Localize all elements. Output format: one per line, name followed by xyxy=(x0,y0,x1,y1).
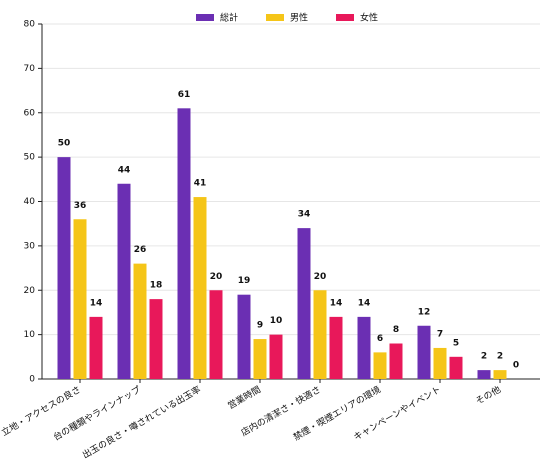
value-label: 0 xyxy=(513,361,519,371)
value-label: 26 xyxy=(134,245,147,255)
bar xyxy=(417,325,431,379)
bar xyxy=(357,316,371,379)
value-label: 8 xyxy=(393,325,399,335)
bar xyxy=(73,219,87,379)
value-label: 61 xyxy=(178,90,191,100)
bar xyxy=(389,343,403,379)
bar xyxy=(313,290,327,379)
y-tick-label: 10 xyxy=(24,330,36,340)
bar xyxy=(433,347,447,379)
legend-swatch xyxy=(196,14,214,21)
value-label: 9 xyxy=(257,321,263,331)
bar xyxy=(297,228,311,379)
bar xyxy=(269,334,283,379)
value-label: 2 xyxy=(481,352,487,362)
value-label: 7 xyxy=(437,329,443,339)
bar xyxy=(117,183,131,379)
value-label: 50 xyxy=(58,139,71,149)
bar xyxy=(237,294,251,379)
bar xyxy=(373,352,387,379)
x-tick-label: その他 xyxy=(473,383,502,407)
y-tick-label: 50 xyxy=(24,153,36,163)
y-tick-label: 70 xyxy=(24,64,36,74)
bar xyxy=(477,370,491,379)
y-tick-label: 20 xyxy=(24,286,36,296)
bar xyxy=(57,157,71,379)
legend-swatch xyxy=(266,14,284,21)
bar xyxy=(449,356,463,379)
legend-label: 総計 xyxy=(220,12,238,24)
bar xyxy=(493,370,507,379)
value-label: 5 xyxy=(453,338,459,348)
bar xyxy=(209,290,223,379)
legend-label: 女性 xyxy=(360,12,378,24)
value-label: 14 xyxy=(330,298,343,308)
value-label: 18 xyxy=(150,281,163,291)
bar xyxy=(193,197,207,379)
value-label: 12 xyxy=(418,307,431,317)
y-tick-label: 30 xyxy=(24,241,36,251)
value-label: 36 xyxy=(74,201,87,211)
legend-label: 男性 xyxy=(290,12,308,24)
bar xyxy=(89,316,103,379)
value-label: 34 xyxy=(298,210,311,220)
y-tick-label: 0 xyxy=(29,375,35,385)
legend-swatch xyxy=(336,14,354,21)
value-label: 44 xyxy=(118,165,131,175)
bar xyxy=(149,299,163,379)
value-label: 14 xyxy=(90,298,103,308)
bar xyxy=(329,316,343,379)
value-label: 2 xyxy=(497,352,503,362)
x-tick-label: 営業時間 xyxy=(226,383,263,411)
y-tick-label: 60 xyxy=(24,108,36,118)
bar xyxy=(177,108,191,379)
value-label: 19 xyxy=(238,276,251,286)
y-tick-label: 40 xyxy=(24,197,36,207)
value-label: 10 xyxy=(270,316,283,326)
y-tick-label: 80 xyxy=(24,20,36,30)
value-label: 6 xyxy=(377,334,383,344)
value-label: 20 xyxy=(210,272,223,282)
value-label: 20 xyxy=(314,272,327,282)
bar xyxy=(253,339,267,379)
x-tick-label: 出玉の良さ・噂されている出玉率 xyxy=(80,383,203,461)
value-label: 14 xyxy=(358,298,371,308)
value-label: 41 xyxy=(194,179,207,189)
bar xyxy=(133,263,147,379)
